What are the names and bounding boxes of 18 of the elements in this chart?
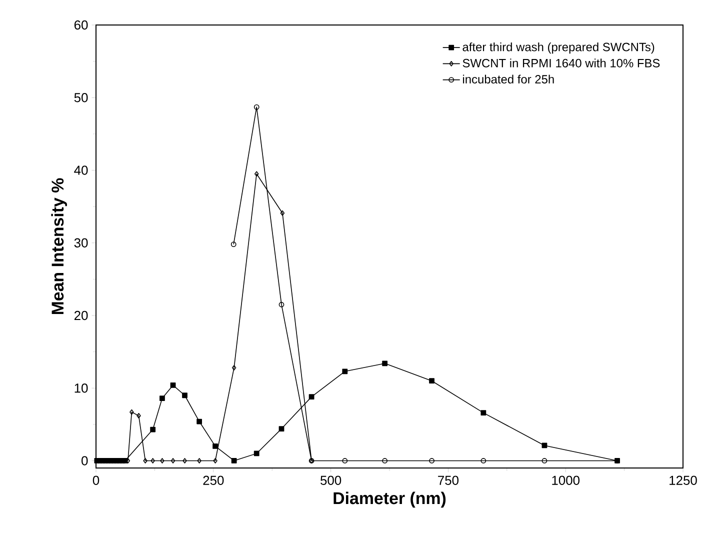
legend-label: after third wash (prepared SWCNTs) bbox=[462, 42, 654, 54]
x-tick-label: 750 bbox=[438, 476, 459, 485]
y-tick-label: 0 bbox=[82, 456, 88, 466]
x-axis-title: Diameter (nm) bbox=[334, 492, 446, 508]
x-tick-label: 250 bbox=[203, 476, 224, 485]
y-tick-label: 60 bbox=[74, 20, 88, 30]
legend-label: SWCNT in RPMI 1640 with 10% FBS bbox=[462, 58, 660, 68]
y-tick-label: 30 bbox=[74, 238, 88, 248]
y-axis-title: Mean Intensity % bbox=[51, 178, 67, 314]
x-tick-label: 0 bbox=[92, 476, 100, 485]
y-tick-label: 40 bbox=[74, 166, 88, 175]
y-tick-label: 10 bbox=[74, 384, 88, 393]
x-tick-label: 500 bbox=[320, 476, 342, 485]
y-tick-label: 20 bbox=[74, 310, 88, 320]
y-tick-label: 50 bbox=[74, 93, 88, 102]
x-tick-label: 1250 bbox=[670, 476, 697, 485]
legend-label: incubated for 25h bbox=[463, 74, 554, 84]
x-tick-label: 1000 bbox=[552, 476, 580, 485]
